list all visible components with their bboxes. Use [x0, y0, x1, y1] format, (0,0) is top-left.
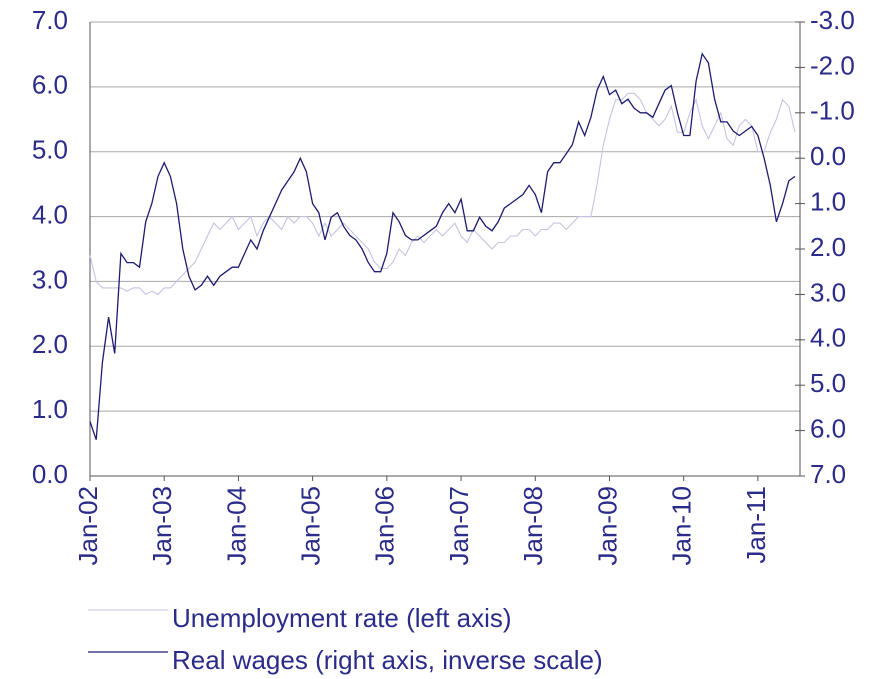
x-tick-label: Jan-07: [444, 486, 474, 566]
legend-label: Unemployment rate (left axis): [172, 603, 512, 633]
x-tick-label: Jan-02: [73, 486, 103, 566]
y-tick-label: 1.0: [32, 394, 68, 424]
x-tick-label: Jan-04: [221, 486, 251, 566]
x-tick-label: Jan-11: [741, 486, 771, 564]
y2-tick-label: 5.0: [810, 368, 846, 398]
x-tick-label: Jan-03: [147, 486, 177, 566]
y2-tick-label: 2.0: [810, 232, 846, 262]
y2-tick-label: 4.0: [810, 323, 846, 353]
y-tick-label: 5.0: [32, 135, 68, 165]
y-tick-label: 6.0: [32, 70, 68, 100]
y2-tick-label: 0.0: [810, 141, 846, 171]
legend-label: Real wages (right axis, inverse scale): [172, 645, 603, 675]
y2-tick-label: -3.0: [810, 5, 855, 35]
x-tick-label: Jan-09: [592, 486, 622, 566]
x-tick-label: Jan-10: [667, 486, 697, 566]
y2-tick-label: 7.0: [810, 459, 846, 489]
y2-tick-label: -1.0: [810, 96, 855, 126]
x-tick-label: Jan-05: [296, 486, 326, 566]
series-line: [89, 92, 796, 296]
y-tick-label: 7.0: [32, 5, 68, 35]
y-tick-label: 3.0: [32, 264, 68, 294]
series-line: [89, 52, 796, 440]
x-tick-label: Jan-08: [518, 486, 548, 566]
y-tick-label: 0.0: [32, 459, 68, 489]
y2-tick-label: 1.0: [810, 186, 846, 216]
y2-tick-label: -2.0: [810, 50, 855, 80]
y-tick-label: 4.0: [32, 199, 68, 229]
y-tick-label: 2.0: [32, 329, 68, 359]
y2-tick-label: 6.0: [810, 413, 846, 443]
x-tick-label: Jan-06: [370, 486, 400, 566]
y2-tick-label: 3.0: [810, 277, 846, 307]
